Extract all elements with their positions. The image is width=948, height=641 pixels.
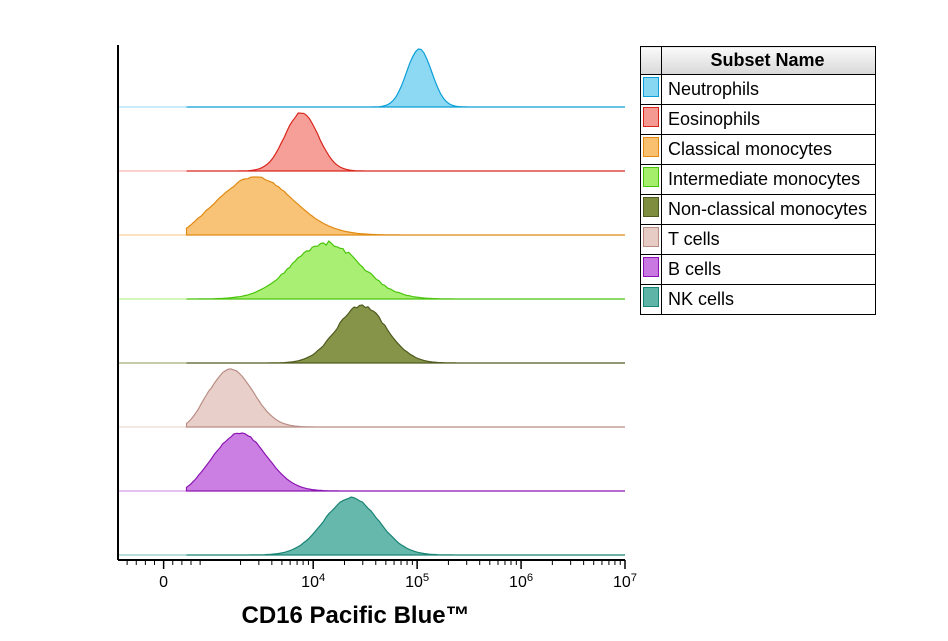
legend-swatch — [641, 135, 662, 165]
x-tick-label: 106 — [509, 572, 533, 591]
legend-row: Eosinophils — [641, 105, 876, 135]
x-tick-label: 107 — [613, 572, 637, 591]
legend-label: B cells — [662, 255, 876, 285]
legend-table: Subset Name NeutrophilsEosinophilsClassi… — [640, 46, 876, 315]
legend-swatch — [641, 285, 662, 315]
legend-swatch — [641, 105, 662, 135]
legend-row: T cells — [641, 225, 876, 255]
legend-label: Non-classical monocytes — [662, 195, 876, 225]
legend-header-swatch — [641, 47, 662, 75]
x-tick-label: 104 — [301, 572, 325, 591]
legend-row: Neutrophils — [641, 75, 876, 105]
legend-header-title: Subset Name — [662, 47, 876, 75]
legend-swatch — [641, 195, 662, 225]
legend-label: Eosinophils — [662, 105, 876, 135]
legend-swatch — [641, 75, 662, 105]
legend-row: B cells — [641, 255, 876, 285]
legend-swatch — [641, 225, 662, 255]
legend-label: Classical monocytes — [662, 135, 876, 165]
legend-row: NK cells — [641, 285, 876, 315]
legend-row: Non-classical monocytes — [641, 195, 876, 225]
legend-swatch — [641, 165, 662, 195]
legend-label: Intermediate monocytes — [662, 165, 876, 195]
x-axis-label: CD16 Pacific Blue™ — [242, 602, 470, 630]
legend-label: NK cells — [662, 285, 876, 315]
x-tick-label: 0 — [159, 574, 168, 591]
legend-label: Neutrophils — [662, 75, 876, 105]
legend-row: Classical monocytes — [641, 135, 876, 165]
legend-row: Intermediate monocytes — [641, 165, 876, 195]
legend-swatch — [641, 255, 662, 285]
legend-label: T cells — [662, 225, 876, 255]
x-tick-label: 105 — [405, 572, 429, 591]
